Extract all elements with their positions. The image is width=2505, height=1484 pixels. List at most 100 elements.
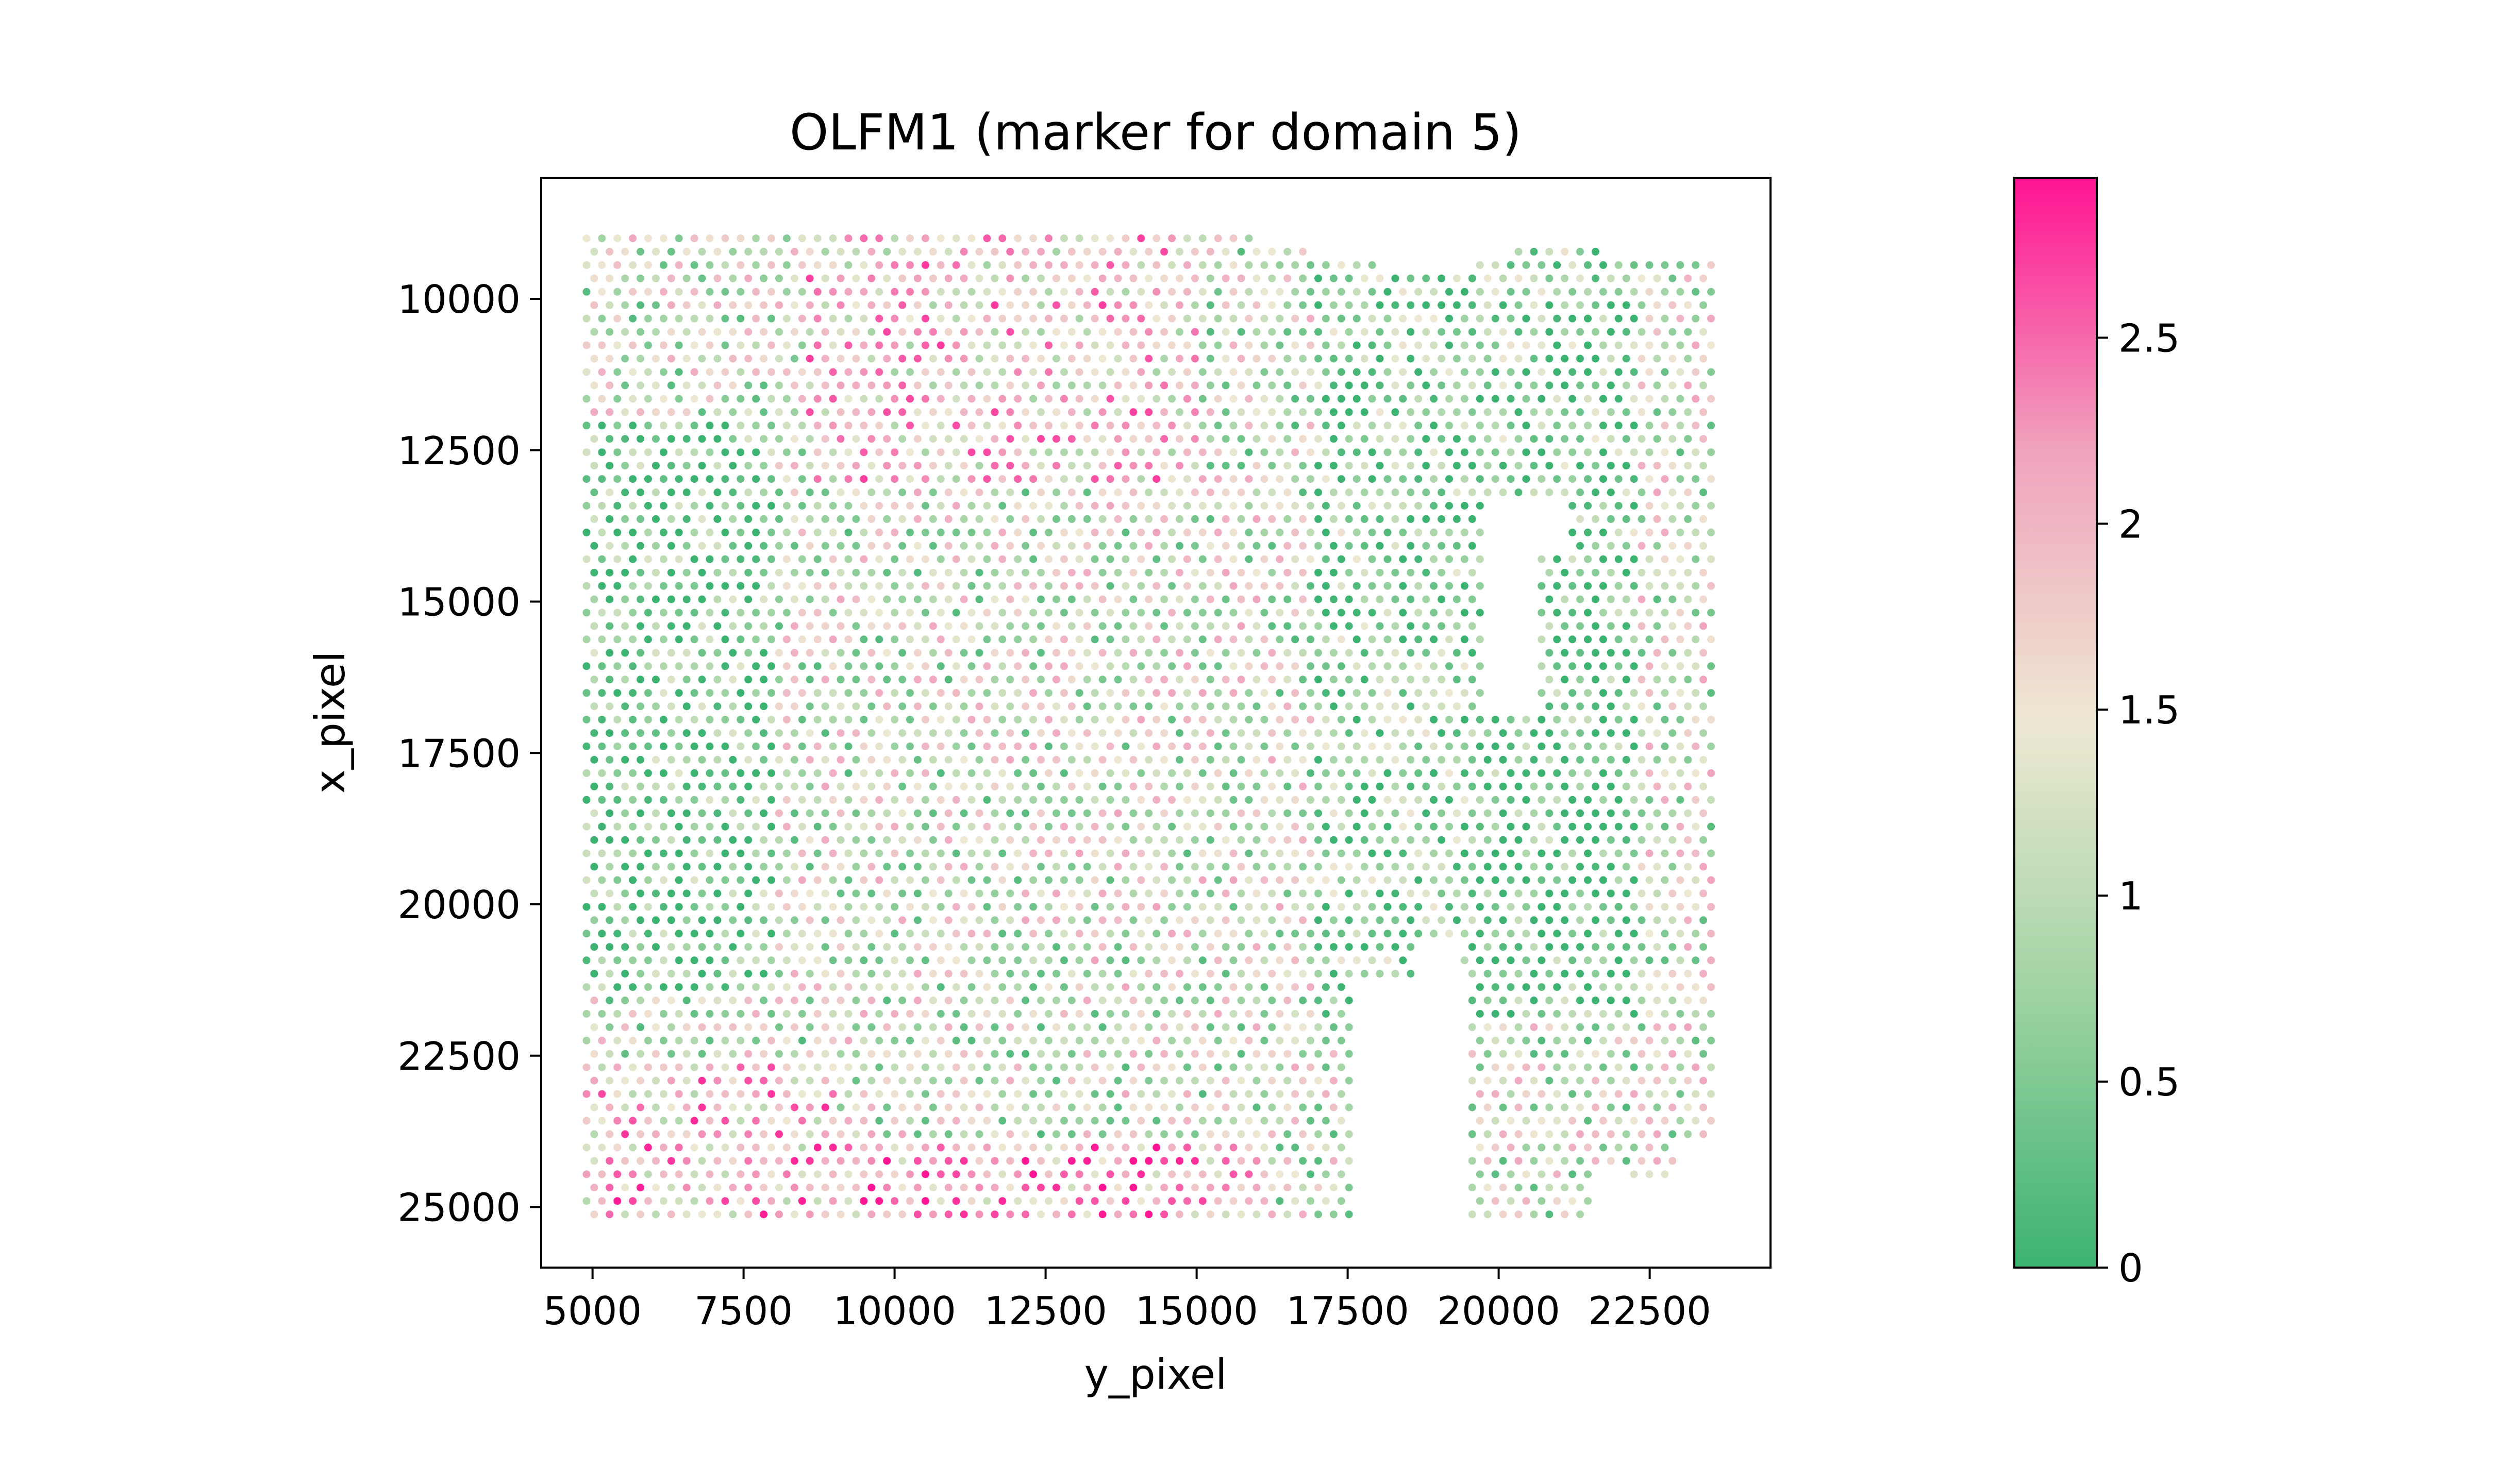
spot-point xyxy=(1037,1184,1045,1192)
spot-point xyxy=(621,355,629,363)
spot-point xyxy=(1376,515,1384,523)
spot-point xyxy=(852,863,860,871)
spot-point xyxy=(729,943,737,951)
spot-point xyxy=(1684,702,1692,711)
spot-point xyxy=(1307,1117,1314,1125)
spot-point xyxy=(621,1130,629,1138)
spot-point xyxy=(967,528,976,536)
spot-point xyxy=(1345,355,1353,363)
spot-point xyxy=(582,983,591,991)
spot-point xyxy=(1222,756,1230,764)
spot-point xyxy=(1114,1050,1122,1058)
spot-point xyxy=(1307,849,1314,857)
spot-point xyxy=(1561,435,1569,443)
spot-point xyxy=(806,676,814,684)
spot-point xyxy=(1114,836,1122,844)
spot-point xyxy=(1191,435,1199,443)
spot-point xyxy=(1067,381,1076,390)
spot-point xyxy=(867,1050,876,1058)
spot-point xyxy=(1507,769,1515,777)
spot-point xyxy=(860,502,868,510)
spot-point xyxy=(1530,1103,1538,1111)
spot-point xyxy=(1645,689,1654,697)
spot-point xyxy=(606,274,614,282)
spot-point xyxy=(1052,1157,1060,1165)
spot-point xyxy=(675,956,683,965)
spot-point xyxy=(975,1076,983,1085)
spot-point xyxy=(875,395,883,403)
spot-point xyxy=(1268,301,1276,309)
spot-point xyxy=(1622,1076,1630,1085)
spot-point xyxy=(813,930,822,938)
spot-point xyxy=(891,582,899,590)
spot-point xyxy=(1129,301,1138,309)
spot-point xyxy=(760,1050,768,1058)
spot-point xyxy=(1383,743,1392,750)
spot-point xyxy=(967,1090,976,1098)
spot-point xyxy=(1060,1063,1068,1071)
spot-point xyxy=(991,1103,999,1111)
spot-point xyxy=(729,1184,737,1192)
spot-point xyxy=(1122,314,1130,323)
spot-point xyxy=(760,702,768,711)
spot-point xyxy=(1607,1130,1615,1138)
spot-point xyxy=(775,462,783,470)
spot-point xyxy=(1638,809,1646,817)
spot-point xyxy=(991,809,999,817)
spot-point xyxy=(906,876,914,884)
spot-point xyxy=(967,341,976,349)
spot-point xyxy=(983,849,991,857)
spot-point xyxy=(1638,943,1646,951)
spot-point xyxy=(675,502,683,510)
spot-point xyxy=(1206,676,1214,684)
spot-point xyxy=(1098,889,1107,898)
spot-point xyxy=(606,328,614,336)
spot-point xyxy=(1591,676,1599,684)
spot-point xyxy=(991,1050,999,1058)
spot-point xyxy=(1699,1076,1708,1085)
spot-point xyxy=(1445,930,1453,938)
spot-point xyxy=(744,301,753,309)
spot-point xyxy=(1445,689,1453,697)
spot-point xyxy=(1106,1170,1114,1178)
spot-point xyxy=(737,635,745,644)
spot-point xyxy=(590,943,598,951)
spot-point xyxy=(744,515,753,523)
spot-point xyxy=(1553,796,1561,804)
spot-point xyxy=(891,1036,899,1044)
spot-point xyxy=(1630,822,1638,831)
spot-point xyxy=(960,515,968,523)
spot-point xyxy=(921,930,929,938)
spot-point xyxy=(837,889,845,898)
spot-point xyxy=(729,1076,737,1085)
spot-point xyxy=(1237,649,1245,657)
spot-point xyxy=(590,622,598,630)
spot-point xyxy=(867,756,876,764)
spot-point xyxy=(1045,903,1053,911)
spot-point xyxy=(1707,1090,1715,1098)
spot-point xyxy=(667,649,675,657)
spot-point xyxy=(1483,1103,1492,1111)
spot-point xyxy=(821,1184,829,1192)
spot-point xyxy=(960,916,968,924)
spot-point xyxy=(1668,488,1677,496)
spot-point xyxy=(1098,1157,1107,1165)
spot-point xyxy=(1668,729,1677,737)
spot-point xyxy=(629,261,637,269)
spot-point xyxy=(1337,662,1345,670)
spot-point xyxy=(975,408,983,416)
spot-point xyxy=(706,822,714,831)
spot-point xyxy=(1699,702,1708,711)
spot-point xyxy=(744,542,753,550)
spot-point xyxy=(967,1170,976,1178)
spot-point xyxy=(782,555,791,563)
spot-point xyxy=(1507,876,1515,884)
spot-point xyxy=(1345,702,1353,711)
spot-point xyxy=(1607,568,1615,577)
spot-point xyxy=(1137,288,1145,296)
spot-point xyxy=(652,595,660,603)
spot-point xyxy=(1206,488,1214,496)
spot-point xyxy=(1568,582,1577,590)
spot-point xyxy=(667,782,675,790)
spot-point xyxy=(675,1090,683,1098)
